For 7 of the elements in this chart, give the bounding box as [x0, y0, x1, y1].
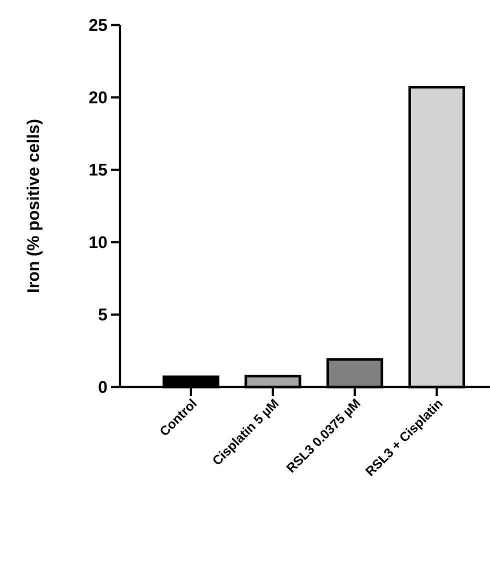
y-tick-label: 10	[90, 236, 107, 248]
y-tick-label: 0	[98, 380, 107, 393]
y-tick-label: 15	[90, 164, 108, 176]
y-tick-label: 20	[89, 91, 107, 104]
y-axis-title: Iron (% positive cells)	[26, 120, 42, 292]
y-tick-label: 5	[98, 308, 108, 321]
y-tick-label: 25	[89, 18, 108, 31]
